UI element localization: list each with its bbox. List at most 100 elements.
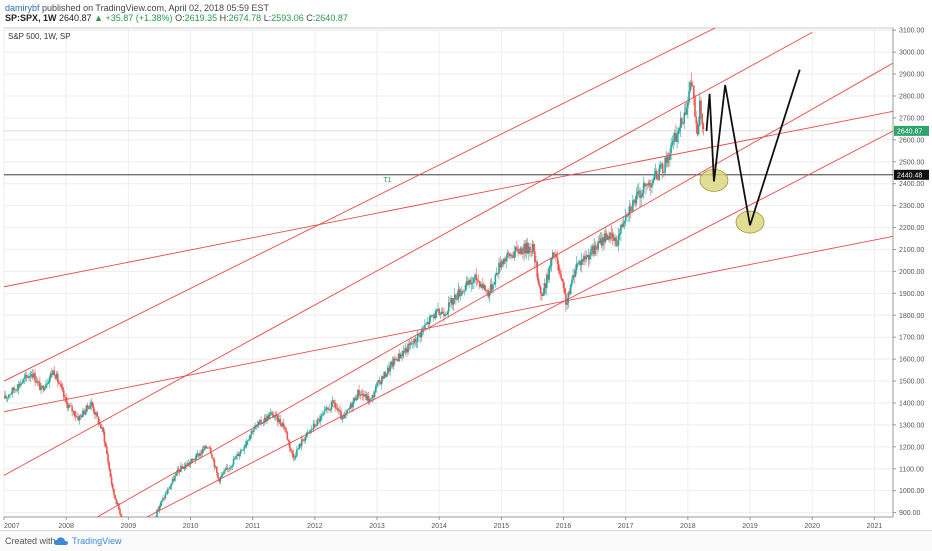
- candle: [551, 249, 554, 260]
- candle-body: [266, 415, 268, 422]
- candle: [694, 94, 696, 118]
- candle: [672, 132, 675, 150]
- candle-body: [495, 273, 498, 276]
- candle-body: [100, 423, 102, 429]
- candle: [667, 151, 670, 168]
- candle: [401, 350, 403, 362]
- candle: [492, 281, 494, 294]
- price-axis: 900.00 1000.00 1100.00 1200.00 1300.00 1400.0…: [892, 28, 924, 517]
- candle-body: [589, 255, 591, 260]
- candle-body: [579, 260, 582, 266]
- candle-body: [122, 518, 124, 521]
- candle-body: [447, 302, 450, 312]
- candle-body: [615, 237, 617, 246]
- candle: [409, 341, 412, 350]
- time-axis: 2007 2008 2009 2010 2011 2012 2013 2014 2015 2016…: [3, 516, 893, 530]
- candle: [474, 272, 476, 284]
- candle-body: [402, 350, 405, 357]
- candle: [431, 315, 433, 318]
- candle-body: [40, 385, 42, 391]
- candle-body: [622, 223, 625, 227]
- candle: [550, 257, 553, 273]
- candle-body: [624, 215, 627, 222]
- candle-body: [336, 408, 339, 411]
- candle-body: [473, 277, 475, 283]
- candle-body: [685, 108, 688, 115]
- candle-body: [586, 254, 589, 258]
- candle: [27, 374, 29, 379]
- candle: [348, 405, 351, 412]
- candle-body: [542, 294, 544, 297]
- candle-body: [88, 407, 90, 409]
- candle: [469, 277, 472, 285]
- author-link[interactable]: damirybf: [5, 3, 40, 13]
- candle: [679, 111, 682, 138]
- candle: [358, 384, 360, 399]
- candle-body: [31, 374, 34, 378]
- candle-body: [47, 382, 50, 384]
- close-value: 2640.87: [315, 13, 348, 23]
- candle: [352, 397, 354, 412]
- candle-body: [639, 190, 641, 199]
- candle: [83, 408, 85, 416]
- candle-body: [174, 475, 176, 481]
- candle-body: [337, 410, 340, 411]
- candle: [538, 280, 541, 289]
- candle-body: [617, 234, 620, 246]
- candle-body: [109, 468, 112, 477]
- close-label: C:: [306, 13, 316, 23]
- candle: [632, 194, 634, 214]
- candle: [192, 457, 194, 463]
- candle: [419, 332, 421, 344]
- price-tick-label: 1700.00: [899, 335, 924, 342]
- candle: [79, 413, 82, 420]
- candle: [430, 313, 432, 322]
- candle-body: [59, 384, 61, 385]
- candle: [85, 405, 88, 415]
- candle: [315, 424, 317, 428]
- candle-body: [79, 415, 82, 417]
- candle-body: [395, 359, 397, 361]
- candle-body: [53, 370, 56, 376]
- candle: [28, 372, 30, 382]
- candle: [683, 103, 686, 130]
- candle: [416, 330, 419, 349]
- candle-body: [214, 466, 217, 468]
- candle: [270, 410, 273, 416]
- candle: [592, 243, 595, 258]
- candle: [506, 249, 509, 262]
- tradingview-logo-text[interactable]: TradingView: [72, 536, 122, 546]
- candle-body: [492, 284, 494, 290]
- candle-body: [574, 270, 577, 277]
- candle-body: [418, 334, 420, 335]
- candle-body: [500, 261, 503, 268]
- candle-body: [260, 420, 262, 424]
- candle: [308, 431, 310, 433]
- candle-body: [108, 462, 111, 469]
- candle-body: [116, 503, 119, 505]
- candle-body: [330, 401, 333, 410]
- price-chart[interactable]: 900.00 1000.00 1100.00 1200.00 1300.00 1400.0…: [0, 24, 932, 530]
- candle: [488, 290, 491, 303]
- candle: [424, 319, 426, 330]
- candle: [106, 444, 108, 455]
- candle: [507, 250, 510, 258]
- candle: [175, 472, 177, 477]
- candle-body: [207, 447, 210, 449]
- candle-body: [303, 440, 305, 442]
- candle-body: [19, 383, 22, 386]
- price-tick-label: 2600.00: [899, 137, 924, 144]
- candle: [617, 227, 620, 252]
- candle: [696, 120, 699, 137]
- candle: [394, 354, 396, 365]
- candle: [512, 250, 515, 259]
- candle: [380, 375, 383, 390]
- candle-body: [28, 376, 30, 378]
- candle: [590, 244, 592, 260]
- candle-body: [241, 450, 243, 451]
- candle-body: [226, 467, 229, 469]
- candle: [103, 429, 106, 447]
- candle: [204, 445, 206, 452]
- candle-body: [531, 244, 534, 253]
- candle: [568, 288, 571, 297]
